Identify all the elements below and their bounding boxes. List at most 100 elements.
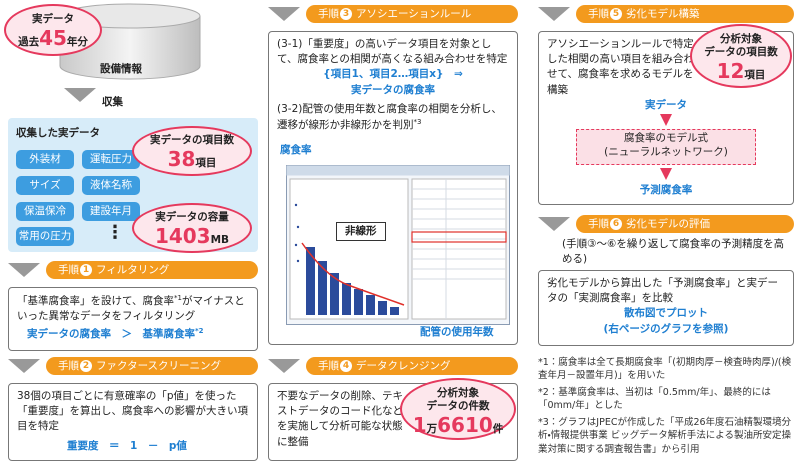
- text: 万: [426, 423, 438, 436]
- db-label: 設備情報: [100, 63, 142, 75]
- badge-label: データの項目数: [704, 46, 778, 59]
- step-text: 「基準腐食率」を設けて、腐食率*1がマイナスといった異常なデータをフィルタリング: [17, 293, 249, 324]
- step-title: アソシエーションルール: [356, 8, 472, 20]
- step-text: アソシエーションルールで特定した相関の高い項目を組み合わせて、腐食率を求めるモデ…: [547, 38, 694, 96]
- text: 手順: [318, 360, 339, 372]
- collect-label: 収集: [102, 96, 123, 108]
- step-title: 劣化モデル構築: [626, 8, 700, 20]
- label: (3-2): [277, 102, 303, 115]
- more: ⋮: [106, 222, 124, 243]
- step-box: 「基準腐食率」を設けて、腐食率*1がマイナスといった異常なデータをフィルタリング…: [8, 287, 258, 351]
- badge-value: 1403MB: [134, 224, 250, 249]
- operator: ＝: [109, 439, 120, 452]
- badge-label: 実データの項目数: [150, 134, 234, 146]
- operator: －: [147, 439, 159, 452]
- step-tab: 手順 1 フィルタリング: [46, 261, 258, 279]
- footnote-ref: *3: [413, 118, 422, 127]
- text: 手順: [58, 264, 79, 276]
- step-number: 3: [340, 8, 352, 20]
- text: 配管の使用年数と腐食率の相関を分析し、遷移が線形か非線形かを判別: [277, 102, 502, 132]
- step-number: 2: [80, 360, 92, 372]
- text: p値: [168, 439, 187, 452]
- count-badge: 実データの項目数 38項目: [132, 126, 252, 176]
- arrow: [660, 114, 672, 126]
- model-text: (ニューラルネットワーク): [604, 145, 728, 158]
- number: 12: [716, 59, 745, 84]
- step-title: ファクタースクリーニング: [96, 360, 222, 372]
- item-chip: 外装材: [16, 150, 74, 169]
- step-text: 劣化モデルから算出した「予測腐食率」と実データの「実測腐食率」を比較: [547, 277, 778, 305]
- footnote: *1：腐食率は全て長期腐食率「(初期肉厚－検査時肉厚)/(検査年月－設置年月)」…: [538, 357, 792, 382]
- step-number: 4: [340, 360, 352, 372]
- footnote: *3：グラフはJPECが作成した「平成26年度石油精製環境分析・情報提供事業 ビ…: [538, 417, 792, 455]
- step-text: 38個の項目ごとに有意確率の「p値」を使った「重要度」を算出し、腐食率への影響が…: [17, 390, 248, 433]
- text: がマイナスといった異常なデータをフィルタリング: [17, 295, 245, 323]
- footnote-ref: *2: [195, 327, 204, 336]
- step-text: (3-2)配管の使用年数と腐食率の相関を分析し、遷移が線形か非線形かを判別*3: [277, 102, 509, 133]
- badge-label: 実データ: [32, 13, 74, 25]
- badge-label: 実データの容量: [155, 211, 229, 223]
- formula: 実データの腐食率 ＞ 基準腐食率*2: [17, 326, 249, 342]
- step-number: 1: [80, 264, 92, 276]
- callout: 非線形: [336, 222, 386, 242]
- item-chip: 常用の圧力: [16, 227, 74, 246]
- step-text: (3-1)「重要度」の高いデータ項目を対象として、腐食率との相関が高くなる組み合…: [277, 37, 509, 67]
- model-input: 実データ: [645, 99, 687, 111]
- text: 「基準腐食率」を設けて、腐食率: [17, 295, 174, 307]
- screenshot: [286, 165, 510, 325]
- item-chip: 保温保冷: [16, 202, 74, 221]
- item-chip: 液体名称: [82, 176, 140, 195]
- arrow: [8, 359, 40, 373]
- item-chip: サイズ: [16, 176, 74, 195]
- text: 1: [130, 439, 138, 452]
- text: 実データの腐食率: [27, 328, 111, 341]
- arrow: [64, 88, 96, 102]
- unit: 項目: [195, 157, 217, 170]
- records-badge: 分析対象 データの件数 1万6610件: [400, 378, 516, 440]
- footnote-ref: *1: [173, 294, 182, 302]
- text: 重要度: [67, 439, 99, 452]
- years-badge: 実データ 過去45年分: [4, 4, 102, 56]
- badge-value: 38項目: [134, 147, 250, 172]
- text: 手順: [588, 218, 609, 230]
- arrow: [538, 7, 570, 21]
- rule: {項目1、項目2…項目x} ⇒: [323, 68, 463, 81]
- step-number: 6: [610, 218, 622, 230]
- text: 年分: [66, 36, 88, 49]
- text: 手順: [318, 8, 339, 20]
- model-output: 予測腐食率: [639, 184, 693, 196]
- unit: MB: [210, 234, 230, 247]
- step-tab: 手順 6 劣化モデルの評価: [576, 215, 794, 233]
- text: 手順: [58, 360, 79, 372]
- badge-label: 分析対象: [720, 33, 762, 45]
- number: 1403: [154, 224, 211, 249]
- badge-value: 1万6610件: [402, 413, 514, 438]
- text: 基準腐食率: [142, 328, 196, 341]
- step-tab: 手順 4 データクレンジング: [306, 357, 518, 375]
- badge-label: データの件数: [426, 400, 490, 413]
- label: (3-1): [277, 38, 303, 50]
- footnote: *2：基準腐食率は、当初は「0.5mm/年」、最終的には「0mm/年」とした: [538, 387, 771, 412]
- step-box: 38個の項目ごとに有意確率の「p値」を使った「重要度」を算出し、腐食率への影響が…: [8, 383, 258, 461]
- step-note: (手順③〜⑥を繰り返して腐食率の予測精度を高める): [562, 238, 785, 266]
- number: 1: [412, 413, 427, 438]
- operator: ＞: [121, 328, 133, 341]
- step-text: 不要なデータの削除、テキストデータのコード化などを実施して分析可能な状態に整備: [277, 390, 403, 448]
- step-tab: 手順 5 劣化モデル構築: [576, 5, 794, 23]
- step-title: データクレンジング: [356, 360, 451, 372]
- number: 38: [167, 147, 196, 172]
- step-title: フィルタリング: [96, 264, 170, 276]
- badge-value: 過去45年分: [6, 26, 100, 51]
- collect-title: 収集した実データ: [16, 127, 100, 139]
- text: 「重要度」の高いデータ項目を対象として、腐食率との相関が高くなる組み合わせを特定: [277, 38, 508, 66]
- arrow: [8, 263, 40, 277]
- step-title: 劣化モデルの評価: [626, 218, 710, 230]
- model-text: 腐食率のモデル式: [624, 132, 708, 144]
- arrow: [268, 359, 300, 373]
- text: 手順: [588, 8, 609, 20]
- item-chip: 建設年月: [82, 202, 140, 221]
- arrow: [268, 7, 300, 21]
- step-tab: 手順 3 アソシエーションルール: [306, 5, 518, 23]
- formula: 重要度 ＝ 1 － p値: [17, 439, 249, 454]
